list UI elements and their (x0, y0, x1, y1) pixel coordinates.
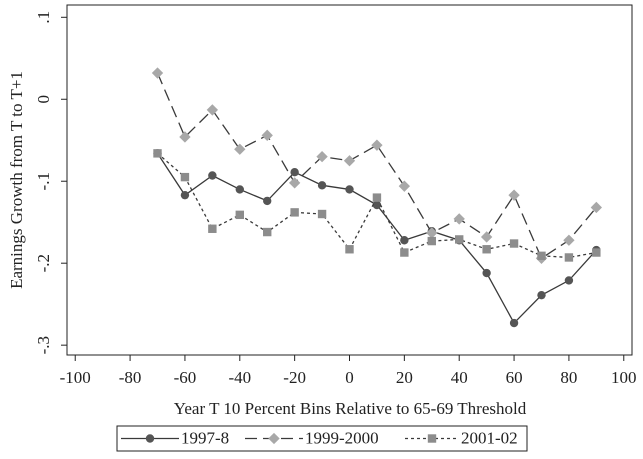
data-point (153, 149, 162, 158)
data-point (592, 248, 601, 257)
data-point (317, 181, 327, 190)
y-axis-title: Earnings Growth from T to T+1 (7, 71, 26, 289)
data-point (345, 245, 354, 254)
data-point (537, 251, 546, 261)
data-point (371, 139, 383, 151)
legend-marker (145, 434, 155, 443)
data-point (508, 189, 520, 201)
data-point (480, 231, 493, 243)
data-point (316, 150, 328, 163)
data-point (317, 209, 327, 219)
data-point (453, 213, 465, 225)
data-point (180, 190, 190, 200)
legend-label: 1997-8 (181, 428, 229, 447)
series-line (156, 153, 597, 325)
data-point (345, 185, 354, 194)
data-point (398, 180, 411, 192)
x-tick-label: 60 (506, 368, 523, 387)
x-tick-label: 40 (451, 368, 468, 387)
data-point (263, 227, 272, 237)
y-tick-label: -.2 (34, 254, 53, 272)
data-point (400, 248, 409, 257)
x-tick-label: 0 (345, 368, 354, 387)
data-point (235, 210, 244, 220)
data-point (290, 168, 299, 177)
legend-label: 2001-02 (461, 428, 518, 447)
data-point (208, 171, 217, 180)
y-tick-label: -.1 (34, 172, 53, 190)
y-tick-label: 0 (34, 95, 53, 104)
data-point (263, 196, 272, 206)
y-tick-label: .1 (34, 11, 53, 24)
y-tick-label: -.3 (34, 336, 53, 354)
series-line (157, 152, 597, 259)
x-tick-label: -40 (228, 368, 251, 387)
data-point (482, 245, 491, 254)
legend-marker (427, 434, 437, 443)
x-tick-label: -20 (283, 368, 306, 387)
data-point (455, 235, 464, 244)
x-tick-label: -100 (60, 368, 91, 387)
data-point (261, 129, 273, 141)
x-axis-title: Year T 10 Percent Bins Relative to 65-69… (174, 399, 527, 418)
data-point (151, 67, 164, 79)
data-point (372, 200, 382, 210)
legend-label: 1999-2000 (305, 428, 379, 447)
x-tick-label: 80 (560, 368, 577, 387)
data-point (372, 193, 382, 202)
data-point (564, 253, 574, 262)
data-point (509, 318, 519, 328)
data-point (426, 227, 438, 239)
data-point (234, 143, 246, 155)
data-point (537, 290, 546, 300)
x-tick-label: 20 (396, 368, 413, 387)
data-point (564, 276, 574, 285)
data-point (563, 234, 575, 246)
data-point (179, 131, 191, 143)
data-point (235, 185, 244, 194)
data-point (343, 155, 356, 167)
data-point (482, 268, 491, 278)
x-tick-label: -60 (174, 368, 197, 387)
data-point (290, 208, 299, 217)
legend-marker (268, 432, 280, 445)
data-point (400, 236, 409, 245)
x-tick-label: 100 (611, 368, 637, 387)
data-point (427, 236, 436, 246)
data-point (206, 104, 219, 116)
plot-frame (66, 4, 633, 356)
data-point (509, 239, 519, 248)
series-line (156, 72, 597, 260)
data-point (180, 172, 190, 182)
x-tick-label: -80 (119, 368, 142, 387)
legend-box (116, 425, 528, 452)
data-point (288, 177, 301, 189)
data-point (590, 201, 603, 214)
data-point (208, 224, 217, 233)
